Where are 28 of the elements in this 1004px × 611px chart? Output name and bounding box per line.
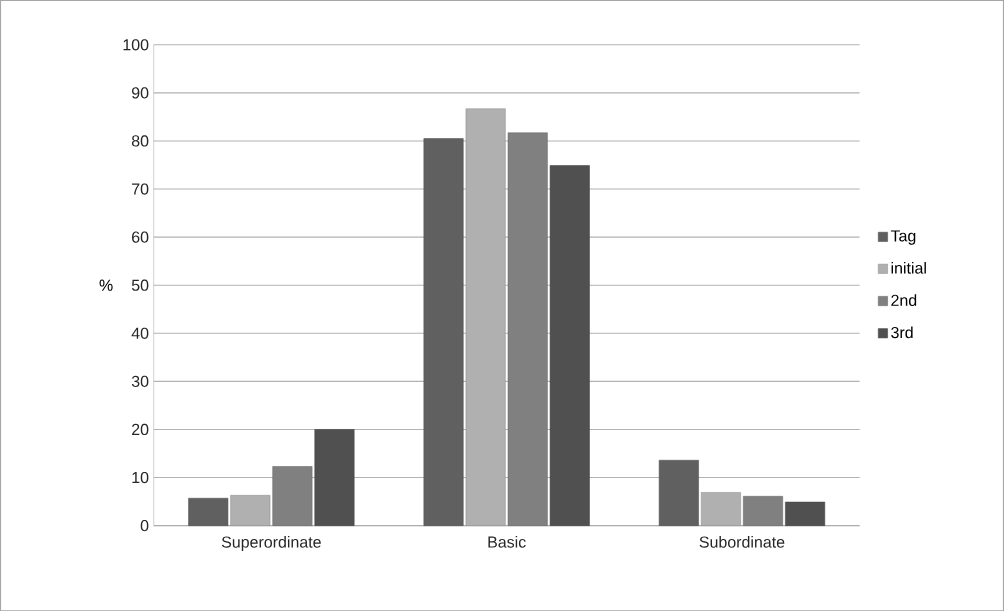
- bar: [188, 497, 229, 526]
- bar: [423, 138, 464, 526]
- y-tick-label: 10: [132, 471, 149, 483]
- y-tick-label: 40: [131, 327, 149, 339]
- x-tick-label: Basic: [488, 535, 526, 548]
- y-tick-label: 0: [140, 519, 149, 532]
- y-tick-label: 50: [131, 279, 149, 291]
- y-axis-title: %: [99, 279, 113, 291]
- x-tick-label: Superordinate: [221, 535, 321, 551]
- y-tick-label: 60: [132, 231, 149, 243]
- y-tick-label: 70: [132, 183, 149, 195]
- legend-label: 3rd: [891, 326, 913, 338]
- bar: [314, 428, 355, 526]
- y-tick-label: 100: [123, 38, 149, 51]
- y-tick-label: 30: [131, 375, 149, 387]
- bar: [743, 495, 783, 526]
- legend-label: 2nd: [891, 294, 917, 306]
- bar: [785, 501, 826, 526]
- bar: [507, 132, 548, 526]
- y-tick-label: 90: [131, 87, 149, 99]
- y-tick-label: 80: [131, 135, 149, 147]
- x-tick-label: Subordinate: [699, 535, 785, 548]
- bar: [549, 165, 590, 526]
- legend-label: initial: [891, 261, 926, 274]
- bar: [272, 466, 313, 526]
- y-tick-label: 20: [132, 423, 149, 435]
- legend-label: Tag: [890, 230, 916, 245]
- bar: [658, 459, 699, 526]
